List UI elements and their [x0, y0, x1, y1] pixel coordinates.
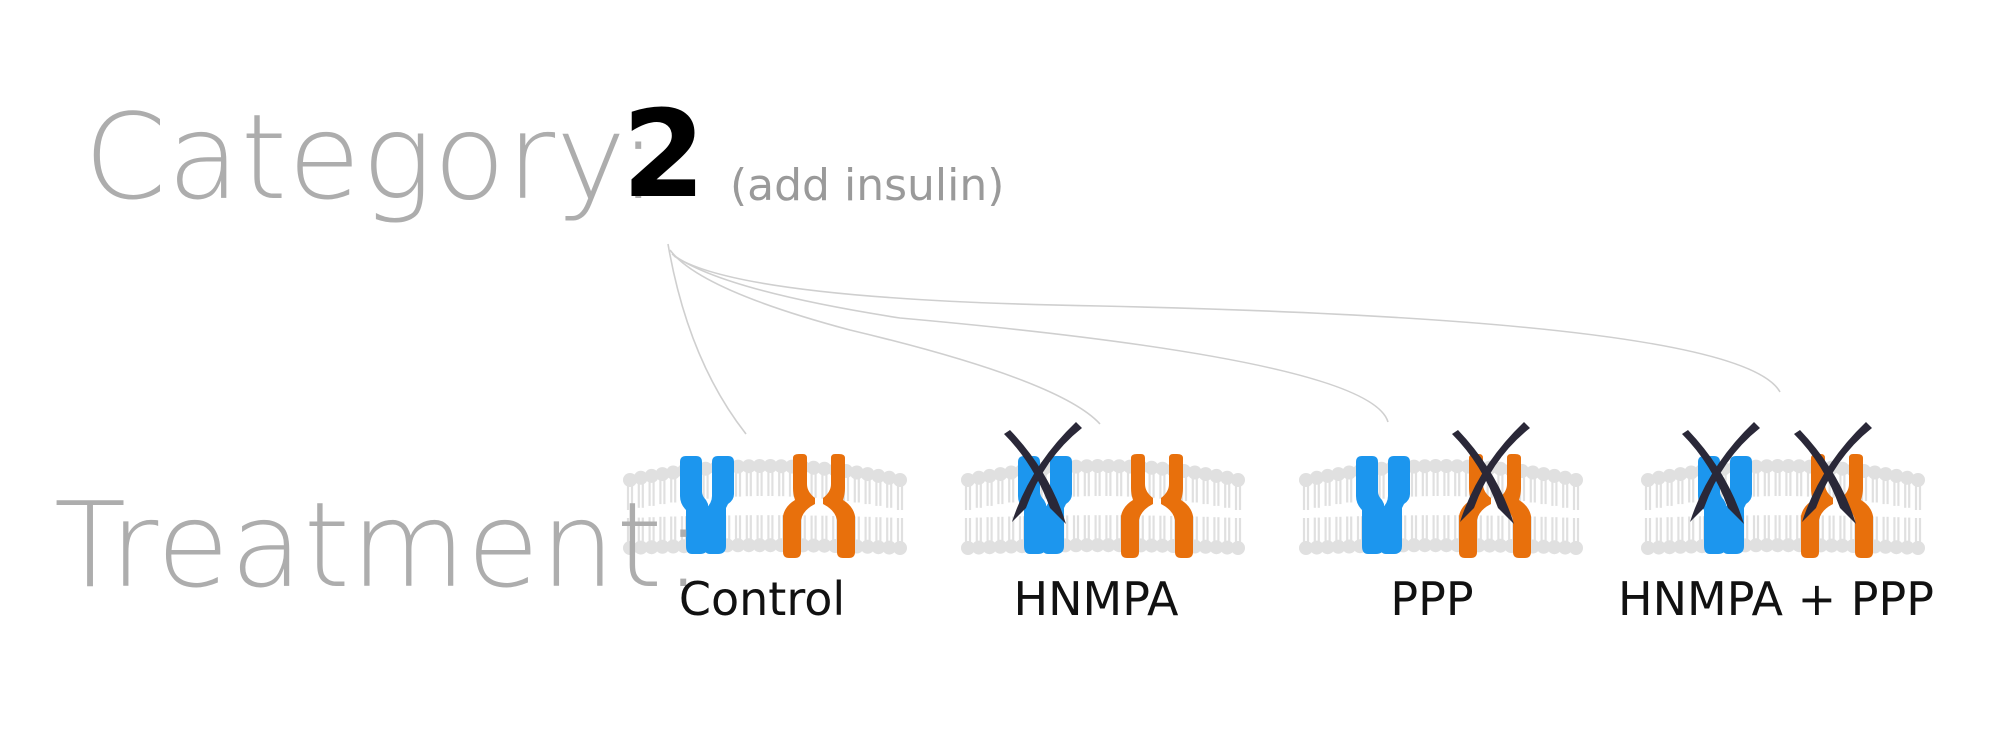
treatment-name-hnmpa: HNMPA — [1013, 572, 1179, 626]
connector-hnmpa — [669, 249, 1101, 425]
category-value: 2 — [622, 86, 706, 225]
lipid-head — [1909, 516, 1927, 557]
treatment-label: Treatment: — [54, 476, 705, 614]
lipid-head — [1909, 471, 1927, 512]
membrane-hnmpa-ppp — [1639, 457, 1927, 557]
category-label: Category: — [84, 88, 660, 226]
connector-lines — [667, 243, 1781, 435]
category-note: (add insulin) — [730, 160, 1005, 211]
treatment-name-control: Control — [678, 572, 846, 626]
lipid-head — [1229, 516, 1247, 557]
lipid-head — [891, 516, 909, 557]
lipid-head — [1567, 516, 1585, 557]
lipid-head — [1229, 471, 1247, 512]
connector-control — [667, 243, 747, 435]
treatment-name-hnmpa-ppp: HNMPA + PPP — [1618, 572, 1934, 626]
connector-ppp — [671, 253, 1389, 423]
treatment-name-ppp: PPP — [1390, 572, 1474, 626]
membrane-ppp — [1297, 457, 1585, 557]
membrane-hnmpa — [959, 457, 1247, 557]
connector-combo — [673, 255, 1781, 393]
lipid-head — [891, 471, 909, 512]
lipid-head — [1567, 471, 1585, 512]
